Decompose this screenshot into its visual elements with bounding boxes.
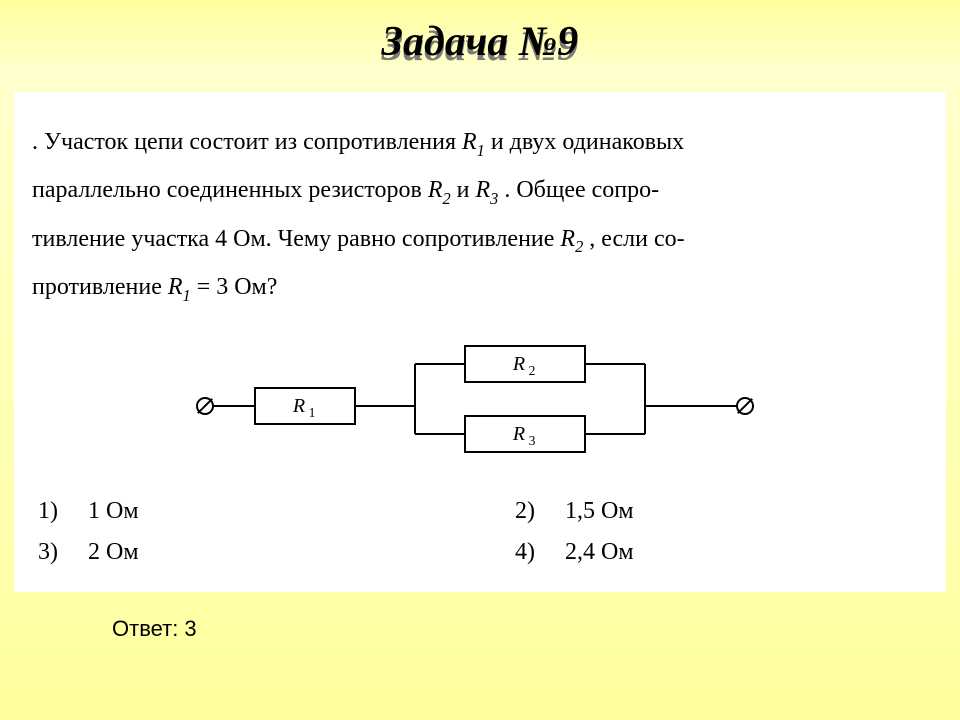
sub-idx: 3 bbox=[490, 189, 498, 208]
answer-text: Ответ: 3 bbox=[14, 592, 946, 642]
option-number: 2) bbox=[515, 498, 535, 525]
text: . Общее сопро- bbox=[498, 177, 659, 203]
option-2: 2) 1,5 Ом bbox=[515, 498, 912, 525]
content-panel: . Участок цепи состоит из сопротивления … bbox=[14, 92, 946, 592]
symbol-Rc: R1 bbox=[168, 274, 191, 300]
symbol-R2: R2 bbox=[428, 177, 451, 203]
sym: R bbox=[462, 129, 477, 155]
option-value: 2,4 Ом bbox=[565, 539, 634, 566]
svg-text:2: 2 bbox=[529, 363, 536, 378]
svg-text:R: R bbox=[512, 423, 525, 445]
text: тивление участка 4 Ом. Чему равно сопрот… bbox=[32, 226, 560, 252]
sub-idx: 2 bbox=[575, 237, 583, 256]
svg-text:R: R bbox=[292, 395, 305, 417]
option-4: 4) 2,4 Ом bbox=[515, 539, 912, 566]
option-number: 4) bbox=[515, 539, 535, 566]
option-value: 1 Ом bbox=[88, 498, 139, 525]
symbol-R1: R1 bbox=[462, 129, 485, 155]
text: и bbox=[451, 177, 476, 203]
svg-text:3: 3 bbox=[529, 433, 536, 448]
symbol-Rq: R2 bbox=[560, 226, 583, 252]
sym: R bbox=[168, 274, 183, 300]
option-1: 1) 1 Ом bbox=[38, 498, 435, 525]
symbol-R3: R3 bbox=[475, 177, 498, 203]
answer-options: 1) 1 Ом 2) 1,5 Ом 3) 2 Ом 4) 2,4 Ом bbox=[32, 498, 918, 566]
text: = 3 Ом? bbox=[191, 274, 278, 300]
text: параллельно соединенных резисторов bbox=[32, 177, 428, 203]
problem-text: . Участок цепи состоит из сопротивления … bbox=[32, 118, 918, 312]
svg-text:R: R bbox=[512, 353, 525, 375]
sym: R bbox=[560, 226, 575, 252]
circuit-diagram: R1R2R3 bbox=[135, 326, 815, 476]
page-title: Задача №9 bbox=[382, 18, 579, 66]
sub-idx: 1 bbox=[183, 286, 191, 305]
sub-idx: 1 bbox=[477, 141, 485, 160]
option-3: 3) 2 Ом bbox=[38, 539, 435, 566]
option-number: 3) bbox=[38, 539, 58, 566]
title-block: Задача №9 Задача №9 bbox=[14, 18, 946, 74]
svg-text:1: 1 bbox=[309, 405, 316, 420]
option-value: 1,5 Ом bbox=[565, 498, 634, 525]
sym: R bbox=[428, 177, 443, 203]
text: и двух одинаковых bbox=[485, 129, 684, 155]
text: , если со- bbox=[583, 226, 684, 252]
slide: Задача №9 Задача №9 . Участок цепи состо… bbox=[0, 0, 960, 720]
text: противление bbox=[32, 274, 168, 300]
text: . Участок цепи состоит из сопротивления bbox=[32, 129, 462, 155]
option-number: 1) bbox=[38, 498, 58, 525]
sym: R bbox=[475, 177, 490, 203]
sub-idx: 2 bbox=[442, 189, 450, 208]
option-value: 2 Ом bbox=[88, 539, 139, 566]
